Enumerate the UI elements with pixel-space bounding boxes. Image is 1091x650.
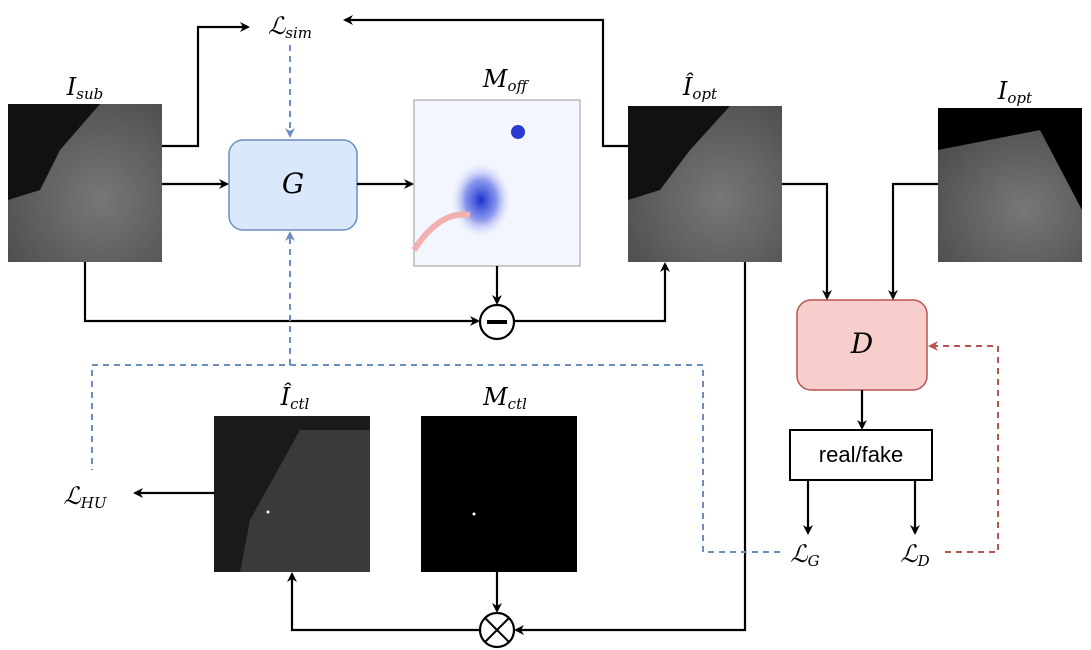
l-g-label: ℒG	[790, 540, 819, 571]
l-d-label: ℒD	[900, 540, 929, 571]
m-off-label: Moff	[482, 65, 530, 96]
subscript: sim	[285, 24, 312, 42]
i-ctl-hat-label: Îctl	[280, 382, 310, 414]
subscript: HU	[80, 494, 108, 512]
l-sim-label: ℒsim	[268, 12, 312, 43]
subscript: D	[917, 552, 930, 570]
image-m-off	[414, 100, 580, 266]
subscript: opt	[1007, 89, 1033, 107]
i-opt-label: Iopt	[997, 77, 1033, 108]
image-i-sub	[8, 104, 162, 262]
g-label: G	[282, 167, 304, 200]
i-opt-hat-label: Îopt	[682, 72, 718, 104]
symbol: I	[66, 73, 77, 101]
symbol: G	[282, 167, 304, 200]
symbol: ℒ	[900, 540, 918, 568]
subscript: ctl	[508, 395, 527, 413]
image-m-ctl	[421, 416, 577, 572]
image-i-opt	[938, 108, 1082, 262]
image-i-ctl-hat	[214, 416, 370, 572]
symbol: ℒ	[268, 12, 286, 40]
symbol: D	[850, 327, 873, 360]
subscript: sub	[76, 85, 103, 103]
m-ctl-label: Mctl	[482, 383, 527, 414]
subscript: off	[507, 77, 529, 95]
diagram: ℒsimIsubMoffÎoptIoptGDℒHUÎctlMctlℒGℒDrea…	[0, 0, 1091, 650]
symbol: ℒ	[63, 482, 81, 510]
d-label: D	[850, 327, 873, 360]
real-fake-label: real/fake	[819, 442, 903, 467]
i-sub-label: Isub	[66, 73, 103, 104]
symbol: M	[482, 65, 509, 93]
subscript: G	[808, 552, 820, 570]
l-hu-label: ℒHU	[63, 482, 107, 513]
symbol: M	[482, 383, 509, 411]
subscript: opt	[692, 85, 718, 103]
symbol: I	[997, 77, 1008, 105]
subscript: ctl	[290, 395, 309, 413]
image-i-opt-hat	[628, 106, 782, 262]
symbol: ℒ	[790, 540, 808, 568]
